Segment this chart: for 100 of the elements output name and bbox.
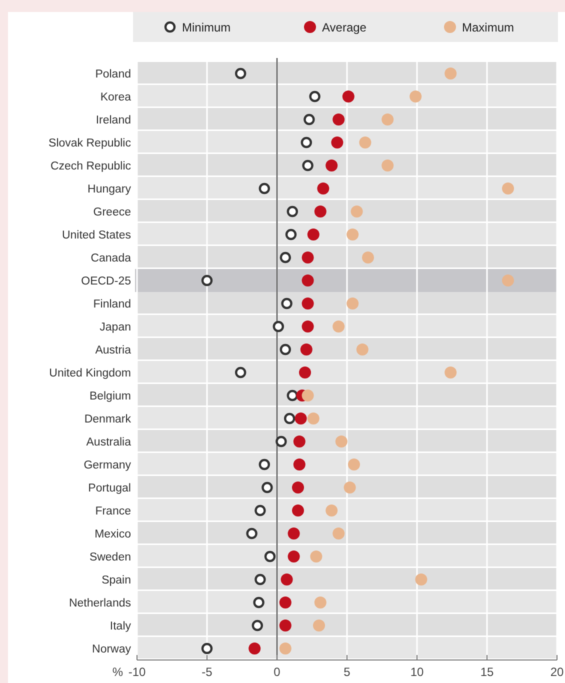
point (262, 482, 273, 494)
point (280, 574, 293, 586)
y-tick-label: Mexico (94, 528, 131, 540)
point (346, 228, 359, 240)
y-tick-label: Greece (93, 206, 131, 218)
point (288, 528, 300, 540)
y-tick-label: Italy (110, 620, 132, 632)
point (317, 182, 330, 194)
point (302, 298, 314, 310)
y-tick-label: Australia (86, 436, 132, 448)
point (300, 136, 312, 148)
y-tick-label: United Kingdom (49, 368, 131, 380)
x-tick-label: -10 (128, 665, 146, 679)
y-tick-label: Germany (84, 460, 132, 472)
x-tick-label: 5 (344, 665, 351, 679)
point (280, 252, 291, 264)
point (307, 412, 320, 424)
y-tick-label: France (95, 506, 131, 518)
point (292, 482, 304, 494)
y-tick-label: Sweden (89, 552, 131, 564)
x-tick-label: 10 (410, 665, 424, 679)
point (332, 528, 345, 540)
point (292, 504, 304, 516)
point (254, 504, 266, 516)
point (309, 90, 320, 102)
point (279, 596, 292, 608)
point (326, 504, 338, 516)
point (235, 68, 246, 80)
point (502, 274, 514, 286)
x-tick-label: -5 (202, 665, 213, 679)
point (314, 596, 326, 608)
point (299, 366, 311, 378)
x-tick-label: 15 (480, 665, 494, 679)
x-axis-title: % (112, 665, 124, 679)
point (258, 182, 270, 194)
y-tick-label: Korea (100, 92, 132, 104)
point (264, 550, 276, 562)
point (285, 228, 297, 240)
point (258, 458, 270, 470)
point (307, 228, 320, 240)
y-tick-label: Netherlands (68, 598, 132, 610)
point (302, 390, 314, 402)
y-tick-label: Hungary (88, 184, 132, 196)
point (332, 114, 345, 126)
point (281, 298, 292, 310)
point (326, 160, 338, 172)
x-tick-label: 0 (274, 665, 281, 679)
point (288, 550, 300, 562)
point (344, 482, 356, 494)
point (280, 344, 291, 356)
y-tick-label: Slovak Republic (48, 138, 132, 150)
y-tick-label: Norway (92, 644, 132, 656)
point (332, 320, 345, 332)
point (201, 642, 213, 654)
point (235, 366, 246, 378)
point (335, 436, 348, 448)
point (444, 366, 457, 378)
y-tick-label: Canada (90, 252, 132, 264)
point (246, 528, 258, 540)
y-tick-label: Ireland (96, 114, 131, 126)
point (359, 136, 372, 148)
point (248, 642, 261, 654)
point (310, 550, 322, 562)
legend-label: Maximum (462, 20, 514, 34)
y-tick-label: Poland (95, 68, 131, 80)
point (348, 458, 360, 470)
point (302, 320, 314, 332)
y-tick-label: Spain (102, 574, 131, 586)
y-tick-label: OECD-25 (81, 276, 131, 288)
point (286, 390, 298, 402)
point (304, 114, 315, 126)
point (346, 298, 359, 310)
legend-label: Minimum (182, 20, 231, 34)
point (300, 344, 312, 356)
y-tick-label: Belgium (89, 390, 131, 402)
point (502, 182, 514, 194)
point (286, 206, 298, 218)
point (293, 458, 306, 470)
y-tick-label: Denmark (84, 414, 132, 426)
point (331, 136, 344, 148)
point (362, 252, 374, 264)
point (302, 274, 314, 286)
legend-label: Average (322, 20, 367, 34)
point (302, 160, 314, 172)
point (444, 68, 457, 80)
y-tick-label: Czech Republic (50, 160, 132, 172)
point (279, 642, 292, 654)
y-tick-label: Japan (100, 322, 131, 334)
point (252, 620, 263, 632)
point (382, 114, 394, 126)
point (382, 160, 394, 172)
point (342, 90, 354, 102)
point (201, 274, 213, 286)
y-tick-label: Portugal (88, 482, 131, 494)
point (350, 206, 363, 218)
point (313, 620, 325, 632)
point (410, 90, 422, 102)
point (272, 320, 284, 332)
x-tick-label: 20 (550, 665, 564, 679)
point (253, 596, 264, 608)
